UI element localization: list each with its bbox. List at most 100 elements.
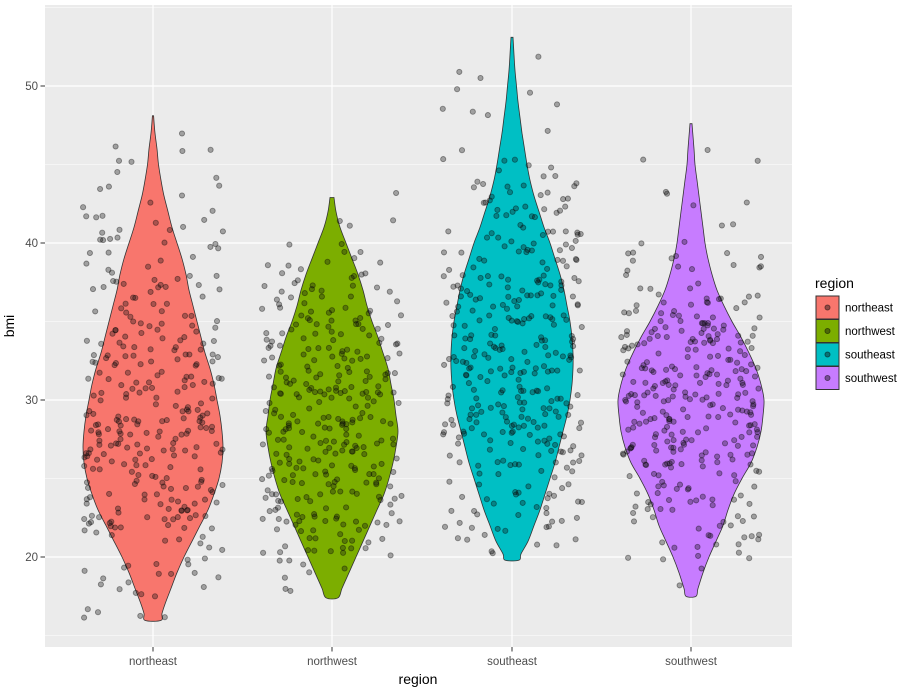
- data-point: [328, 394, 335, 401]
- data-point: [100, 451, 107, 458]
- data-point: [562, 228, 569, 235]
- data-point: [363, 479, 370, 486]
- data-point: [558, 286, 565, 293]
- data-point: [128, 468, 135, 475]
- data-point: [442, 421, 449, 428]
- data-point: [671, 544, 678, 551]
- data-point: [201, 496, 209, 503]
- data-point: [264, 262, 271, 269]
- axis-tick-marks: [40, 85, 692, 652]
- data-point: [144, 514, 151, 521]
- data-point: [619, 450, 627, 457]
- data-point: [541, 437, 548, 444]
- data-point: [663, 190, 671, 197]
- data-point: [365, 310, 372, 317]
- data-point: [716, 522, 723, 529]
- data-point: [357, 355, 364, 362]
- data-point: [571, 274, 578, 282]
- data-point: [268, 465, 275, 472]
- data-point: [505, 314, 512, 321]
- data-point: [454, 535, 461, 542]
- data-point: [563, 263, 570, 270]
- data-point: [121, 564, 128, 571]
- data-point: [704, 370, 711, 377]
- data-point: [642, 365, 649, 372]
- data-point: [312, 330, 319, 337]
- data-point: [339, 348, 346, 355]
- data-point: [170, 452, 178, 459]
- data-point: [186, 515, 194, 522]
- legend-key-southwest: [815, 366, 840, 390]
- data-point: [492, 344, 499, 352]
- data-point: [478, 408, 485, 415]
- data-point: [737, 375, 744, 382]
- data-point: [489, 550, 496, 557]
- data-point: [626, 473, 633, 480]
- data-point: [366, 471, 373, 478]
- data-point: [484, 378, 491, 385]
- data-point: [698, 457, 705, 464]
- data-point: [127, 431, 134, 438]
- data-point: [83, 450, 90, 457]
- data-point: [669, 311, 676, 319]
- data-point: [669, 393, 676, 400]
- data-point: [550, 321, 557, 328]
- data-point: [646, 335, 653, 342]
- data-point: [189, 253, 196, 260]
- data-point: [357, 415, 364, 422]
- data-point: [623, 328, 631, 335]
- data-point: [191, 500, 198, 507]
- data-point: [729, 456, 736, 463]
- data-point: [179, 147, 186, 155]
- data-point: [511, 156, 518, 163]
- data-point: [305, 345, 312, 353]
- data-point: [692, 346, 699, 353]
- data-point: [100, 237, 107, 244]
- data-point: [362, 377, 369, 385]
- data-point: [458, 147, 466, 154]
- data-point: [749, 398, 756, 405]
- data-point: [107, 523, 114, 530]
- data-point: [753, 467, 760, 474]
- data-point: [153, 491, 160, 498]
- data-point: [370, 398, 377, 405]
- data-point: [111, 362, 118, 369]
- data-point: [283, 379, 290, 386]
- data-point: [630, 249, 637, 256]
- data-point: [259, 476, 266, 483]
- data-point: [540, 272, 547, 279]
- data-point: [398, 492, 405, 499]
- data-point: [725, 345, 732, 352]
- data-point: [684, 486, 691, 493]
- data-point: [704, 299, 711, 306]
- data-point: [334, 476, 341, 483]
- data-point: [176, 536, 183, 543]
- data-point: [118, 382, 125, 389]
- data-point: [620, 451, 627, 458]
- data-point: [339, 421, 346, 428]
- data-point: [270, 384, 277, 391]
- data-point: [142, 385, 149, 392]
- data-point: [488, 193, 495, 200]
- data-point: [276, 557, 283, 564]
- data-point: [486, 312, 493, 319]
- data-point: [125, 579, 132, 586]
- data-point: [194, 406, 201, 413]
- data-point: [100, 283, 107, 291]
- data-point: [630, 378, 637, 385]
- data-point: [204, 410, 211, 417]
- data-point: [559, 257, 567, 264]
- data-point: [105, 183, 112, 190]
- data-point: [178, 507, 185, 514]
- data-point: [698, 329, 705, 337]
- data-point: [143, 429, 150, 436]
- data-point: [569, 338, 576, 345]
- data-point: [361, 522, 369, 529]
- data-point: [290, 411, 297, 418]
- data-point: [644, 389, 651, 396]
- data-point: [384, 321, 392, 329]
- data-point: [750, 401, 757, 408]
- data-point: [560, 196, 567, 203]
- data-point: [326, 444, 333, 451]
- data-point: [540, 405, 547, 412]
